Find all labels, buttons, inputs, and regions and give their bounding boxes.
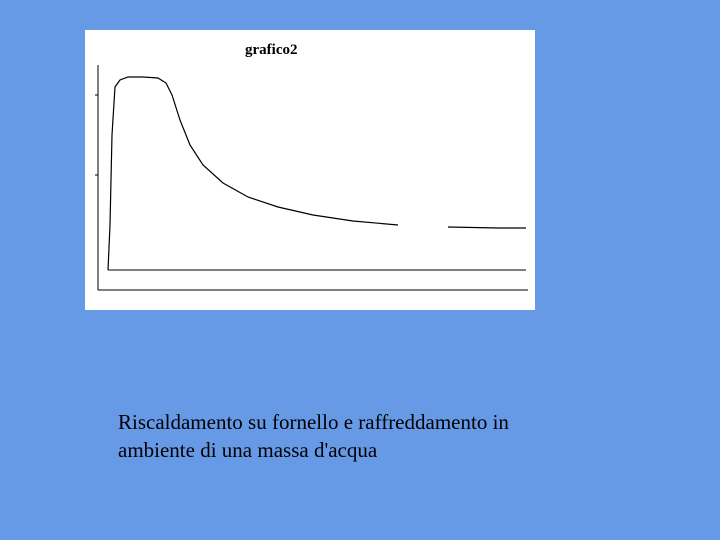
caption-line-2: ambiente di una massa d'acqua [118,438,377,462]
caption-line-1: Riscaldamento su fornello e raffreddamen… [118,410,509,434]
caption-text: Riscaldamento su fornello e raffreddamen… [118,408,509,465]
